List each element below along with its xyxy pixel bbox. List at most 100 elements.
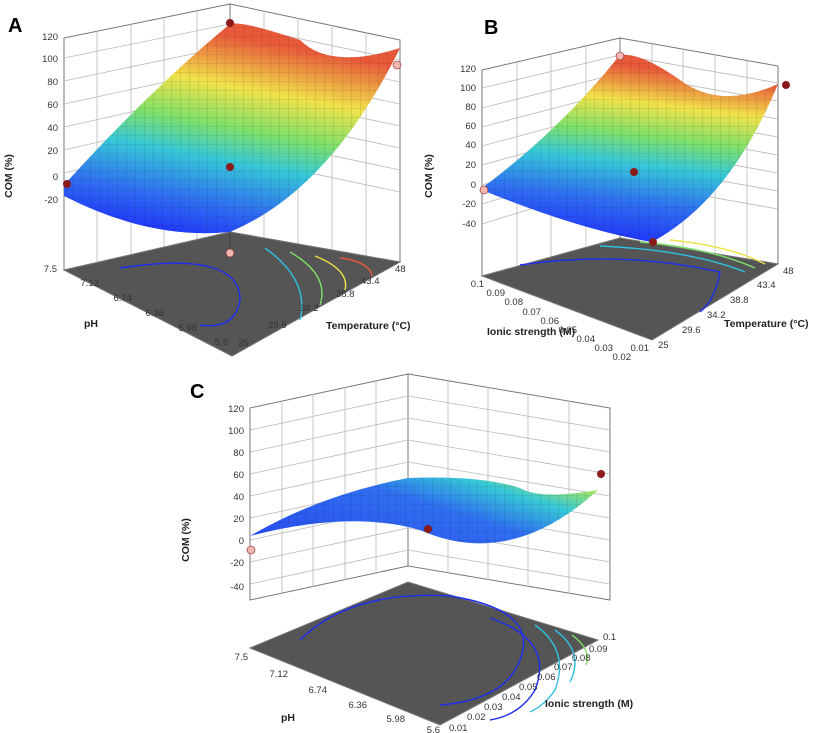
z-tick-label: 100: [460, 83, 476, 94]
panel-c-y-ticks: 0.01 0.02 0.03 0.04 0.05 0.06 0.07 0.08 …: [449, 632, 616, 733]
design-point: [630, 168, 638, 176]
panel-a-design-points: [63, 19, 402, 258]
x-tick-label: 7.12: [270, 669, 289, 680]
x-tick-label: 5.98: [179, 323, 198, 334]
x-tick-label: 0.08: [505, 297, 524, 308]
y-tick-label: 0.08: [572, 653, 591, 664]
x-tick-label: 0.05: [559, 325, 578, 336]
panel-a-floor: [62, 231, 402, 357]
panel-c: C 120 100 80 60 4: [180, 373, 633, 733]
panel-a-y-ticks: 25 29.6 34.2 38.8 43.4 48: [238, 264, 406, 349]
panel-letter-b: B: [484, 17, 498, 39]
z-tick-label: 80: [47, 77, 58, 88]
design-point: [615, 51, 625, 61]
z-tick-label: 20: [233, 514, 244, 525]
y-tick-label: 34.2: [707, 310, 726, 321]
panel-b-x-axis-title: Ionic strength (M): [487, 326, 575, 338]
z-tick-label: 60: [465, 121, 476, 132]
design-point: [225, 248, 235, 258]
z-tick-label: 40: [47, 123, 58, 134]
panel-b-y-axis-title: Temperature (°C): [724, 318, 809, 330]
y-tick-label: 0.04: [502, 692, 521, 703]
y-tick-label: 0.06: [537, 672, 556, 683]
x-tick-label: 0.09: [487, 288, 506, 299]
z-tick-label: 120: [228, 404, 244, 415]
panel-c-design-points: [246, 470, 605, 555]
panel-b-design-points: [479, 51, 790, 246]
x-tick-label: 7.12: [81, 278, 100, 289]
panel-a-x-ticks: 7.5 7.12 6.74 6.36 5.98 5.6: [44, 264, 228, 348]
y-tick-label: 29.6: [682, 325, 701, 336]
x-tick-label: 0.1: [471, 279, 484, 290]
z-tick-label: 20: [465, 160, 476, 171]
z-tick-label: 0: [53, 172, 58, 183]
y-tick-label: 43.4: [757, 280, 776, 291]
y-tick-label: 48: [395, 264, 406, 275]
x-tick-label: 0.01: [631, 343, 650, 354]
panel-b-z-ticks: 120 100 80 60 40 20 0 -20 -40: [460, 64, 476, 230]
x-tick-label: 5.6: [215, 337, 228, 348]
panel-c-x-ticks: 7.5 7.12 6.74 6.36 5.98 5.6: [235, 652, 440, 733]
y-tick-label: 0.02: [467, 712, 486, 723]
z-tick-label: 20: [47, 146, 58, 157]
x-tick-label: 6.74: [114, 293, 133, 304]
design-point: [649, 238, 657, 246]
panel-a-y-axis-title: Temperature (°C): [326, 320, 411, 332]
y-tick-label: 43.4: [361, 276, 380, 287]
x-tick-label: 7.5: [44, 264, 57, 275]
y-tick-label: 0.07: [554, 662, 573, 673]
design-point: [226, 19, 234, 27]
z-tick-label: 80: [465, 102, 476, 113]
design-point: [479, 185, 489, 195]
y-tick-label: 25: [658, 340, 669, 351]
z-tick-label: 100: [42, 54, 58, 65]
design-point: [63, 180, 71, 188]
z-tick-label: -40: [462, 219, 476, 230]
panel-b-y-ticks: 25 29.6 34.2 38.8 43.4 48: [658, 266, 794, 351]
z-tick-label: -40: [230, 582, 244, 593]
y-tick-label: 0.01: [449, 723, 468, 733]
z-tick-label: -20: [462, 199, 476, 210]
z-tick-label: 60: [233, 470, 244, 481]
panel-c-contours: [299, 594, 589, 721]
x-tick-label: 7.5: [235, 652, 248, 663]
panel-letter-a: A: [8, 15, 22, 37]
panel-b-floor: [480, 237, 780, 341]
y-tick-label: 0.03: [484, 702, 503, 713]
x-tick-label: 5.98: [387, 714, 406, 725]
design-point: [226, 163, 234, 171]
panel-b: B 120 100 80 60: [423, 17, 809, 363]
panel-c-x-axis-title: pH: [281, 712, 295, 724]
x-tick-label: 6.74: [309, 685, 328, 696]
panel-a-z-axis-title: COM (%): [3, 154, 15, 198]
y-tick-label: 0.1: [603, 632, 616, 643]
x-tick-label: 0.03: [595, 343, 614, 354]
z-tick-label: 0: [239, 536, 244, 547]
design-point: [424, 525, 432, 533]
panel-b-surface: [482, 54, 778, 242]
y-tick-label: 0.09: [589, 644, 608, 655]
z-tick-label: 40: [465, 140, 476, 151]
z-tick-label: 60: [47, 100, 58, 111]
z-tick-label: 120: [460, 64, 476, 75]
z-tick-label: 0: [471, 180, 476, 191]
panel-c-y-axis-title: Ionic strength (M): [545, 698, 633, 710]
x-tick-label: 6.36: [349, 700, 368, 711]
x-tick-label: 0.07: [523, 307, 542, 318]
panel-c-surface: [250, 477, 598, 544]
z-tick-label: 40: [233, 492, 244, 503]
panel-c-z-axis-title: COM (%): [180, 518, 192, 562]
panel-b-x-ticks: 0.1 0.09 0.08 0.07 0.06 0.05 0.04 0.03 0…: [471, 279, 649, 363]
y-tick-label: 38.8: [336, 289, 355, 300]
panel-c-z-ticks: 120 100 80 60 40 20 0 -20 -40: [228, 404, 244, 593]
z-tick-label: 100: [228, 426, 244, 437]
z-tick-label: 120: [42, 32, 58, 43]
x-tick-label: 5.6: [427, 725, 440, 733]
panel-a-x-axis-title: pH: [84, 318, 98, 330]
y-tick-label: 29.6: [268, 320, 287, 331]
panel-a-surface: [64, 23, 400, 234]
y-tick-label: 25: [238, 338, 249, 349]
x-tick-label: 0.02: [613, 352, 632, 363]
design-point: [782, 81, 790, 89]
